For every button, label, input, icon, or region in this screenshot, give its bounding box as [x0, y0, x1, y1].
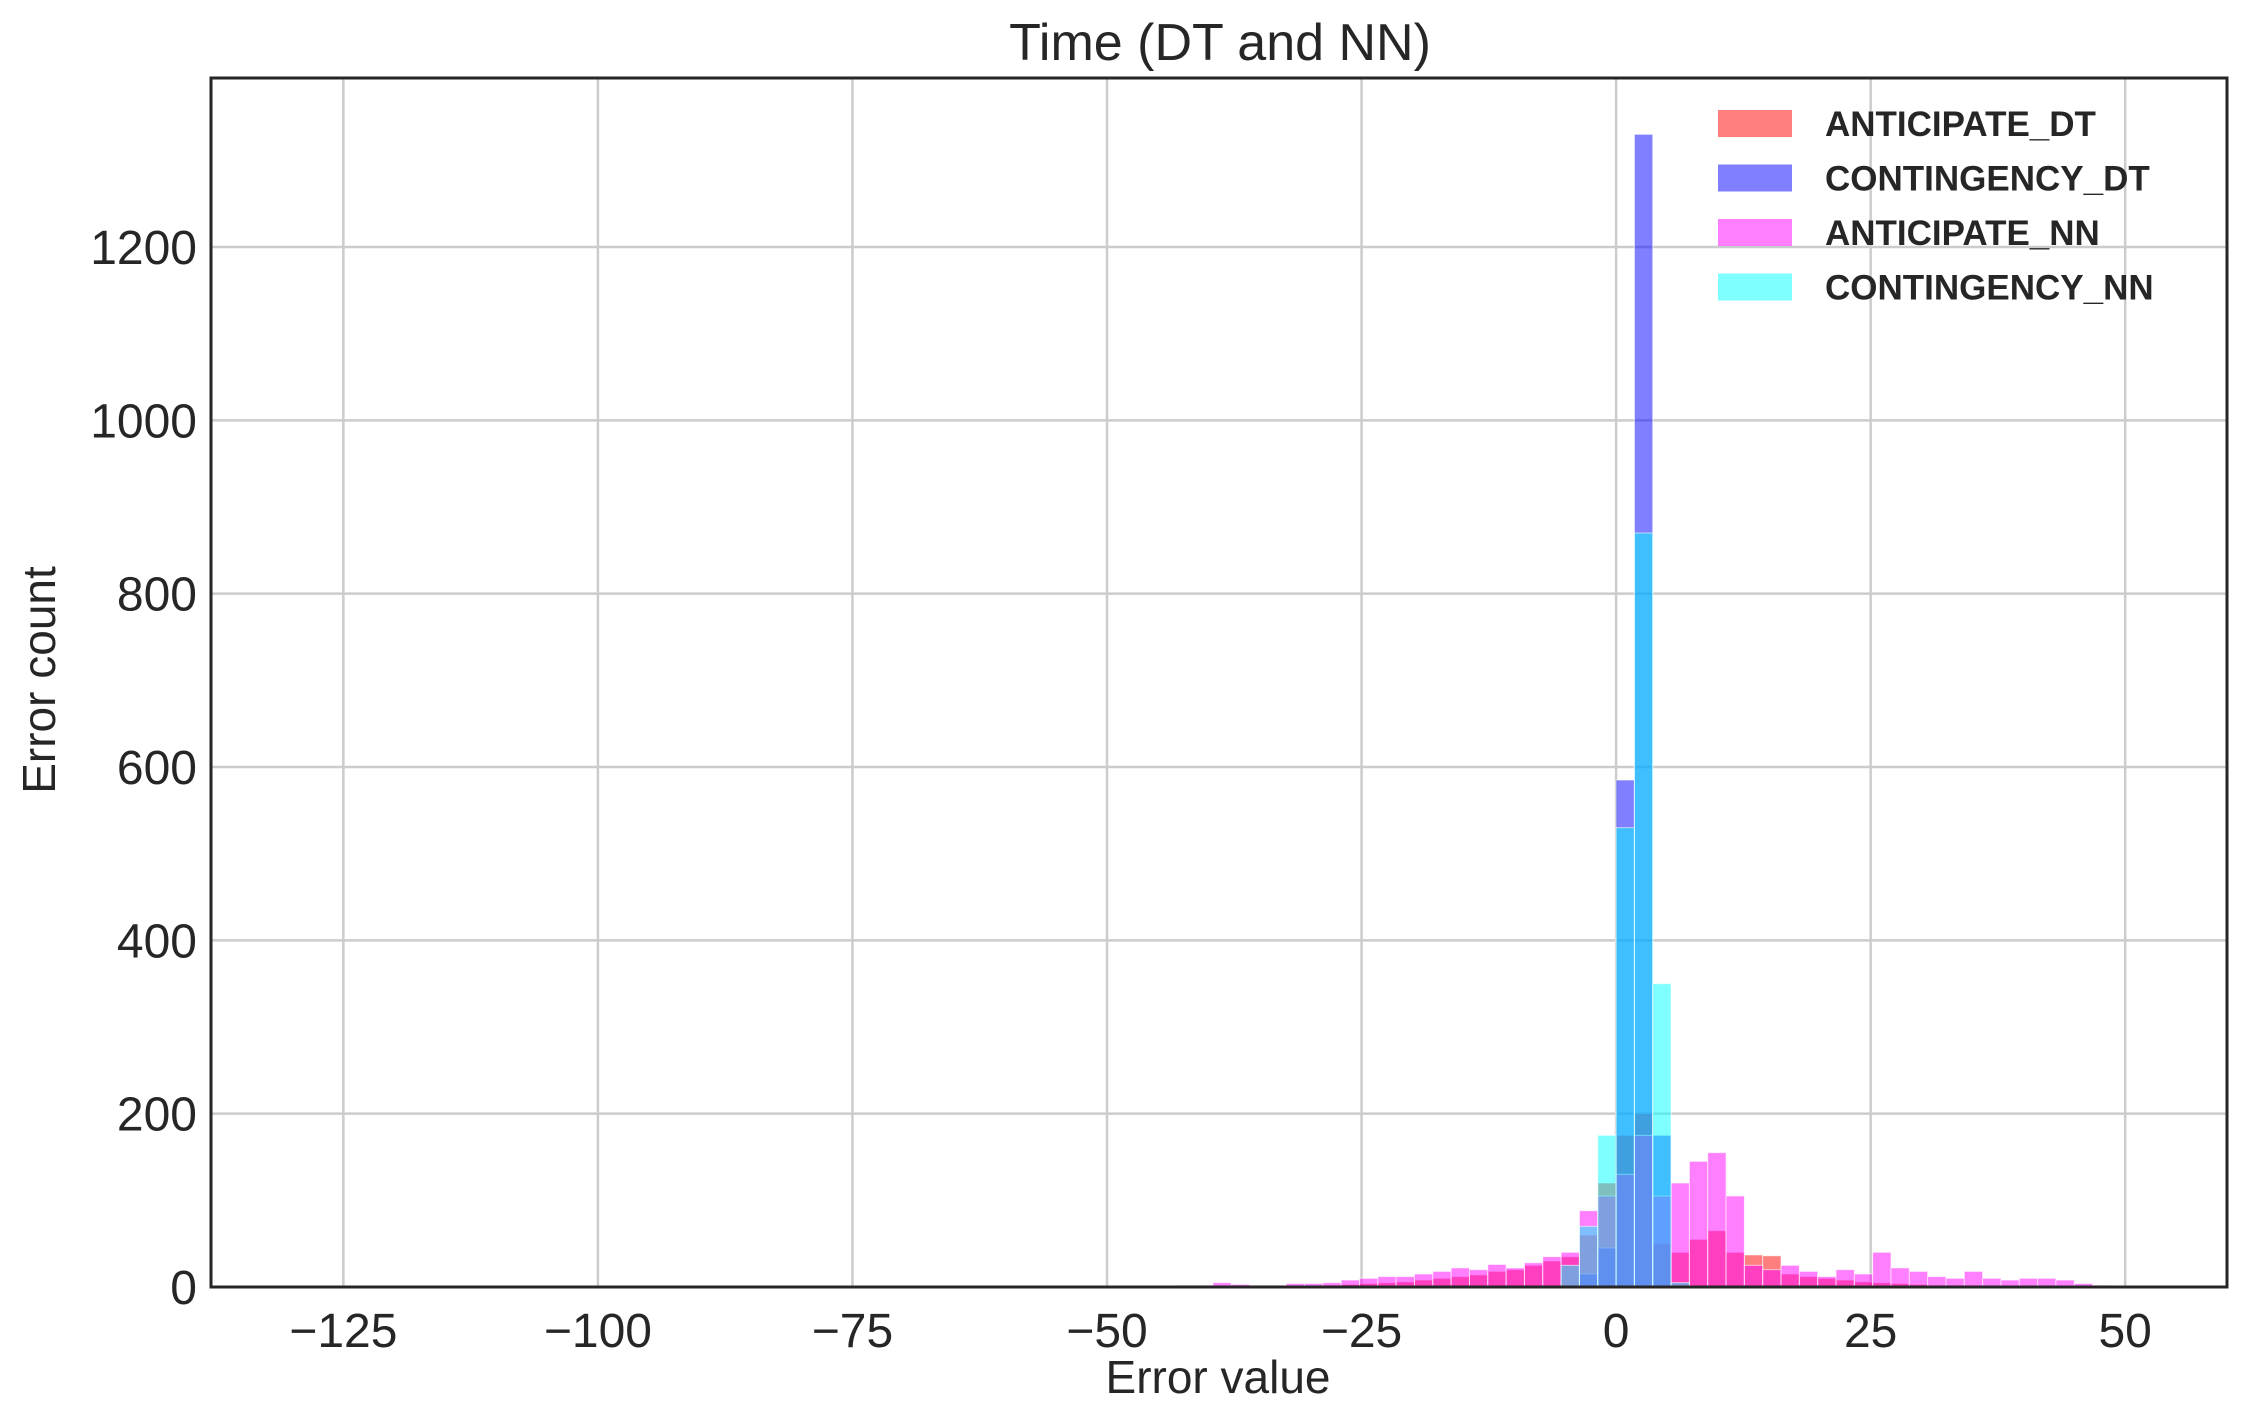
plot-frame — [209, 76, 2229, 1289]
histogram-bar — [1633, 532, 1654, 1288]
histogram-bar — [1743, 1264, 1764, 1288]
x-tick-label: −25 — [1321, 1305, 1402, 1358]
histogram-bar — [1798, 1270, 1819, 1288]
grid-lines — [211, 78, 2227, 1289]
histogram-bar — [1523, 1262, 1544, 1288]
histogram-bar — [1487, 1263, 1507, 1288]
legend-label: CONTINGENCY_DT — [1825, 160, 2150, 199]
y-tick-label: 400 — [117, 915, 197, 968]
x-axis-ticks: −125 −100 −75 −50 −25 0 25 50 — [289, 1305, 2152, 1358]
y-tick-label: 1000 — [90, 395, 197, 448]
histogram-bar — [1432, 1270, 1452, 1288]
y-axis-title: Error count — [13, 566, 65, 794]
histogram-bar — [1927, 1276, 1947, 1288]
x-tick-label: 0 — [1603, 1305, 1630, 1358]
histogram-bar — [1468, 1269, 1489, 1288]
histogram-bar — [1505, 1267, 1525, 1288]
histogram-bar — [1578, 1225, 1599, 1288]
legend-label: ANTICIPATE_DT — [1825, 105, 2096, 144]
legend: ANTICIPATE_DT CONTINGENCY_DT ANTICIPATE_NN… — [1718, 105, 2154, 308]
y-tick-label: 600 — [117, 742, 197, 795]
x-tick-label: 50 — [2098, 1305, 2151, 1358]
histogram-bar — [1450, 1267, 1470, 1288]
legend-item: ANTICIPATE_DT — [1718, 105, 2096, 144]
histogram-bar — [1413, 1273, 1434, 1288]
legend-item: CONTINGENCY_NN — [1718, 269, 2154, 308]
histogram-bar — [1395, 1276, 1415, 1288]
legend-swatch — [1718, 110, 1792, 137]
histogram-bar — [1890, 1267, 1910, 1288]
histogram-bar — [1963, 1270, 1984, 1288]
x-axis-title: Error value — [1106, 1351, 1331, 1403]
histogram-bar — [1707, 1152, 1727, 1288]
y-tick-label: 1200 — [90, 222, 197, 275]
histogram-bar — [1377, 1276, 1397, 1288]
series-contingency-nn — [1560, 532, 1690, 1288]
histogram-bar — [1780, 1264, 1800, 1288]
y-axis-ticks: 0 200 400 600 800 1000 1200 — [90, 222, 197, 1315]
histogram-bar — [1560, 1264, 1580, 1288]
histogram-bar — [1908, 1270, 1929, 1288]
histogram-bar — [1872, 1251, 1892, 1288]
legend-label: CONTINGENCY_NN — [1825, 269, 2154, 308]
histogram-bar — [1762, 1269, 1782, 1288]
histogram-bar — [1542, 1256, 1562, 1288]
x-tick-label: −125 — [289, 1305, 397, 1358]
legend-label: ANTICIPATE_NN — [1825, 214, 2100, 253]
x-tick-label: −100 — [544, 1305, 652, 1358]
histogram-bar — [1817, 1276, 1837, 1288]
histogram-bar — [1597, 1134, 1617, 1288]
histogram-bar — [1725, 1195, 1745, 1288]
y-tick-label: 0 — [170, 1262, 197, 1315]
histogram-bar — [1670, 1182, 1690, 1288]
x-tick-label: −50 — [1066, 1305, 1147, 1358]
legend-item: CONTINGENCY_DT — [1718, 160, 2150, 199]
y-tick-label: 800 — [117, 569, 197, 622]
legend-swatch — [1718, 273, 1792, 301]
histogram-bar — [1688, 1160, 1709, 1288]
histogram-bar — [1615, 827, 1635, 1288]
x-tick-label: 25 — [1844, 1305, 1897, 1358]
x-tick-label: −75 — [812, 1305, 893, 1358]
y-tick-label: 200 — [117, 1089, 197, 1142]
histogram-bar — [1652, 983, 1672, 1288]
histogram-bar — [1835, 1269, 1855, 1288]
legend-swatch — [1718, 219, 1792, 246]
histogram-bar — [1853, 1273, 1874, 1288]
legend-item: ANTICIPATE_NN — [1718, 214, 2100, 253]
legend-swatch — [1718, 164, 1792, 192]
chart-title: Time (DT and NN) — [1009, 14, 1431, 72]
